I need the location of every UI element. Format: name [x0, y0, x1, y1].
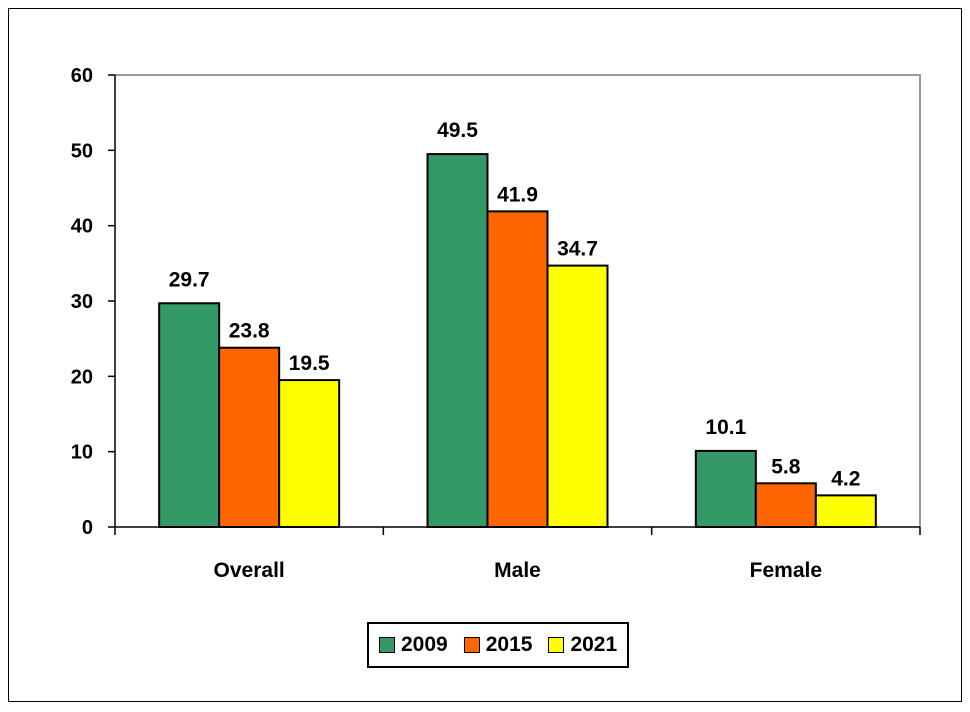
legend-swatch — [548, 637, 565, 653]
legend: 2009 2015 2021 — [367, 622, 630, 668]
bar-value-label: 5.8 — [771, 455, 801, 478]
bar-value-label: 49.5 — [437, 119, 478, 142]
legend-label: 2021 — [570, 633, 618, 656]
legend-swatch — [379, 637, 395, 653]
bar-value-label: 19.5 — [289, 352, 330, 375]
bar-value-label: 29.7 — [169, 268, 210, 291]
bar — [486, 210, 549, 528]
x-category-label: Female — [750, 559, 822, 582]
bar-value-label: 10.1 — [705, 416, 746, 439]
plot-area-border — [115, 74, 921, 527]
bar — [546, 264, 609, 528]
bar — [814, 494, 877, 528]
legend-label: 2009 — [401, 633, 448, 656]
legend-item: 2009 — [379, 633, 448, 657]
bar — [218, 346, 281, 528]
legend-swatch — [463, 637, 480, 653]
bar — [426, 153, 489, 528]
x-category-label: Male — [494, 559, 541, 582]
bar — [158, 302, 221, 529]
bar — [754, 482, 817, 529]
legend-label: 2015 — [485, 633, 533, 656]
bar — [694, 449, 757, 528]
legend-item: 2015 — [463, 633, 533, 657]
y-tick-label: 10 — [71, 442, 93, 464]
x-category-label: Overall — [214, 559, 285, 582]
chart-frame — [8, 8, 962, 702]
bar — [278, 379, 341, 528]
y-tick-label: 20 — [71, 366, 93, 388]
bar-value-label: 4.2 — [831, 467, 860, 490]
y-tick-label: 60 — [71, 65, 93, 87]
legend-item: 2021 — [548, 633, 617, 657]
bar-value-label: 41.9 — [497, 183, 538, 206]
y-tick-label: 40 — [71, 216, 93, 238]
y-tick-label: 0 — [82, 517, 93, 539]
bar-value-label: 23.8 — [229, 320, 270, 343]
bar-value-label: 34.7 — [557, 238, 598, 261]
y-tick-label: 30 — [71, 291, 93, 313]
y-tick-label: 50 — [71, 140, 93, 162]
